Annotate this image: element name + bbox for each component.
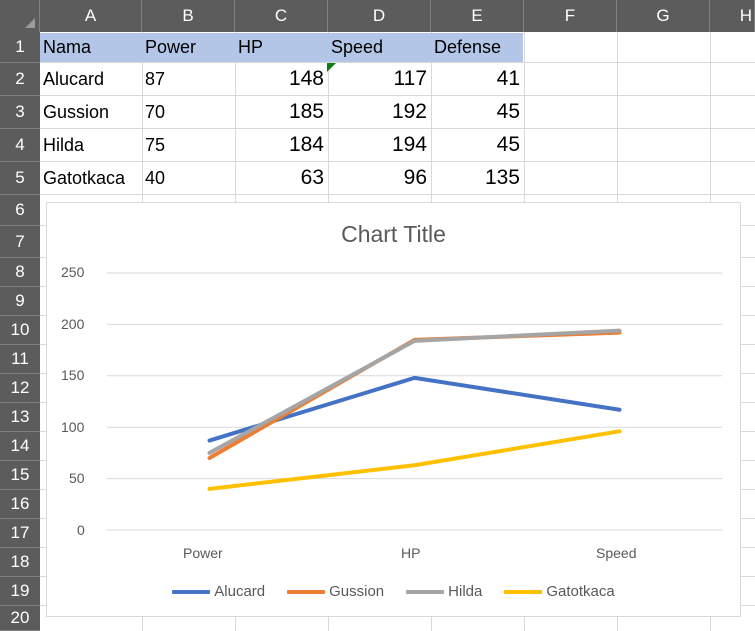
cell-d5[interactable]: 96 <box>403 166 427 189</box>
y-tick-label: 250 <box>61 264 85 280</box>
series-line-alucard[interactable] <box>207 375 622 443</box>
legend-label: Gussion <box>329 583 385 600</box>
row-header-9[interactable]: 9 <box>0 287 40 316</box>
column-header-f[interactable]: F <box>524 0 617 32</box>
row-header-13[interactable]: 13 <box>0 403 40 432</box>
y-tick-label: 100 <box>61 419 85 435</box>
cell-c1[interactable]: HP <box>238 37 264 57</box>
x-tick-label: Speed <box>596 545 637 561</box>
column-header-a[interactable]: A <box>40 0 142 32</box>
line-chart[interactable]: Chart Title 250 200 150 100 50 0 Power H… <box>46 202 741 617</box>
cell-c2[interactable]: 148 <box>288 67 324 90</box>
cell-d2[interactable]: 117 <box>393 67 427 90</box>
cell-e3[interactable]: 45 <box>496 100 520 123</box>
cell-a5[interactable]: Gatotkaca <box>43 167 126 188</box>
row-header-6[interactable]: 6 <box>0 195 40 226</box>
chart-title[interactable]: Chart Title <box>341 221 446 247</box>
row-header-1[interactable]: 1 <box>0 32 40 63</box>
row-header-10[interactable]: 10 <box>0 316 40 345</box>
row-header-14[interactable]: 14 <box>0 432 40 461</box>
legend-item-alucard[interactable]: Alucard <box>172 583 265 600</box>
cell-b2[interactable]: 87 <box>145 68 166 89</box>
cell-d1[interactable]: Speed <box>331 37 384 57</box>
cell-e5[interactable]: 135 <box>484 166 520 189</box>
row-header-20[interactable]: 20 <box>0 606 40 631</box>
gridline <box>40 95 755 96</box>
cell-e2[interactable]: 41 <box>496 67 520 90</box>
header-row-highlight <box>40 33 523 62</box>
legend-item-gussion[interactable]: Gussion <box>287 583 384 600</box>
legend-line-icon <box>172 589 211 594</box>
cell-c3[interactable]: 185 <box>288 100 324 123</box>
row-header-5[interactable]: 5 <box>0 162 40 195</box>
cell-c4[interactable]: 184 <box>288 133 324 156</box>
y-tick-label: 150 <box>61 367 85 383</box>
chart-legend[interactable]: Alucard Gussion Hilda Gatotkaca <box>47 583 740 600</box>
cell-d4[interactable]: 194 <box>391 133 427 156</box>
row-header-7[interactable]: 7 <box>0 226 40 258</box>
legend-item-hilda[interactable]: Hilda <box>406 583 482 600</box>
column-header-g[interactable]: G <box>617 0 710 32</box>
x-tick-label: Power <box>183 545 223 561</box>
y-tick-label: 50 <box>69 470 85 486</box>
series-line-gatotkaca[interactable] <box>207 429 622 491</box>
cell-b5[interactable]: 40 <box>145 167 166 188</box>
row-header-18[interactable]: 18 <box>0 548 40 577</box>
legend-item-gatotkaca[interactable]: Gatotkaca <box>504 583 615 600</box>
column-header-h[interactable]: H <box>710 0 755 32</box>
cell-b1[interactable]: Power <box>145 37 197 57</box>
legend-line-icon <box>287 589 326 594</box>
error-indicator-icon[interactable] <box>327 63 336 72</box>
legend-line-icon <box>406 589 445 594</box>
row-header-4[interactable]: 4 <box>0 129 40 162</box>
select-all-triangle-icon <box>25 18 35 28</box>
cell-b4[interactable]: 75 <box>145 134 166 155</box>
cell-a3[interactable]: Gussion <box>43 101 110 122</box>
select-all-corner[interactable] <box>0 0 40 32</box>
y-tick-label: 0 <box>77 522 85 538</box>
cell-b3[interactable]: 70 <box>145 101 166 122</box>
row-header-8[interactable]: 8 <box>0 258 40 287</box>
legend-label: Alucard <box>214 583 266 600</box>
cell-d3[interactable]: 192 <box>391 100 427 123</box>
gridline <box>40 194 755 195</box>
cell-a2[interactable]: Alucard <box>43 68 105 89</box>
row-header-16[interactable]: 16 <box>0 490 40 519</box>
row-header-19[interactable]: 19 <box>0 577 40 606</box>
row-header-3[interactable]: 3 <box>0 96 40 129</box>
column-header-e[interactable]: E <box>431 0 524 32</box>
series-line-hilda[interactable] <box>207 328 622 455</box>
legend-label: Hilda <box>448 583 483 600</box>
row-header-12[interactable]: 12 <box>0 374 40 403</box>
gridline <box>40 161 755 162</box>
row-header-17[interactable]: 17 <box>0 519 40 548</box>
column-header-c[interactable]: C <box>235 0 328 32</box>
row-header-11[interactable]: 11 <box>0 345 40 374</box>
y-tick-label: 200 <box>61 316 85 332</box>
cell-a1[interactable]: Nama <box>43 37 92 57</box>
column-header-d[interactable]: D <box>328 0 431 32</box>
cell-a4[interactable]: Hilda <box>43 134 85 155</box>
row-header-15[interactable]: 15 <box>0 461 40 490</box>
plot-area <box>107 272 722 531</box>
legend-line-icon <box>504 589 543 594</box>
row-header-2[interactable]: 2 <box>0 63 40 96</box>
cell-c5[interactable]: 63 <box>300 166 324 189</box>
column-header-b[interactable]: B <box>142 0 235 32</box>
x-tick-label: HP <box>401 545 421 561</box>
cell-e1[interactable]: Defense <box>434 37 502 57</box>
cell-e4[interactable]: 45 <box>496 133 520 156</box>
series-line-gussion[interactable] <box>207 330 622 461</box>
gridline <box>40 62 755 63</box>
legend-label: Gatotkaca <box>546 583 615 600</box>
gridline <box>40 128 755 129</box>
